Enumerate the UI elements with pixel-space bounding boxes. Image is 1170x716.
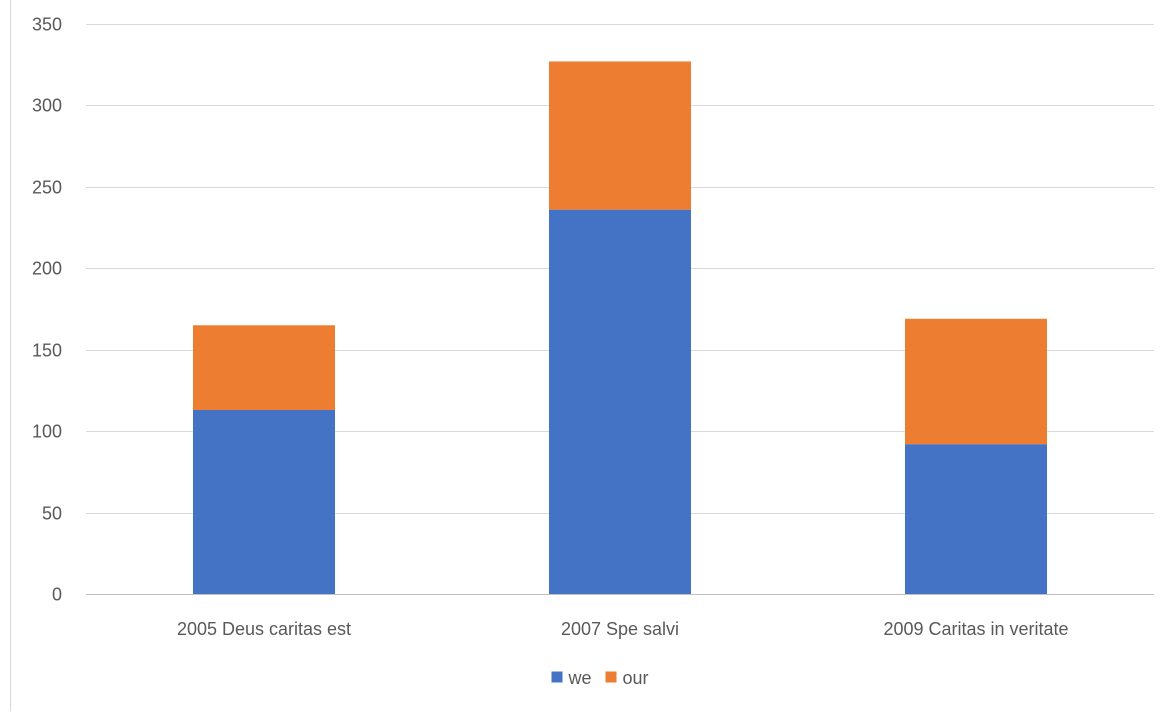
- bar-we-3: [905, 444, 1047, 594]
- y-tick-label: 300: [32, 96, 62, 116]
- y-tick-label: 0: [52, 585, 62, 605]
- y-tick-label: 50: [42, 504, 62, 524]
- bar-our-2: [549, 61, 691, 210]
- bar-our-1: [193, 325, 335, 410]
- bar-we-2: [549, 209, 691, 594]
- legend-swatch-our: [605, 671, 617, 683]
- x-category-label: 2009 Caritas in veritate: [883, 619, 1068, 639]
- y-tick-label: 150: [32, 341, 62, 361]
- y-tick-label: 200: [32, 259, 62, 279]
- legend-label-our: our: [623, 668, 649, 688]
- x-category-label: 2005 Deus caritas est: [177, 619, 351, 639]
- legend-swatch-we: [551, 671, 563, 683]
- bar-our-3: [905, 318, 1047, 445]
- y-tick-label: 350: [32, 15, 62, 35]
- y-tick-label: 100: [32, 422, 62, 442]
- bar-we-1: [193, 409, 335, 594]
- legend-label-we: we: [567, 668, 591, 688]
- y-tick-label: 250: [32, 178, 62, 198]
- x-category-label: 2007 Spe salvi: [561, 619, 679, 639]
